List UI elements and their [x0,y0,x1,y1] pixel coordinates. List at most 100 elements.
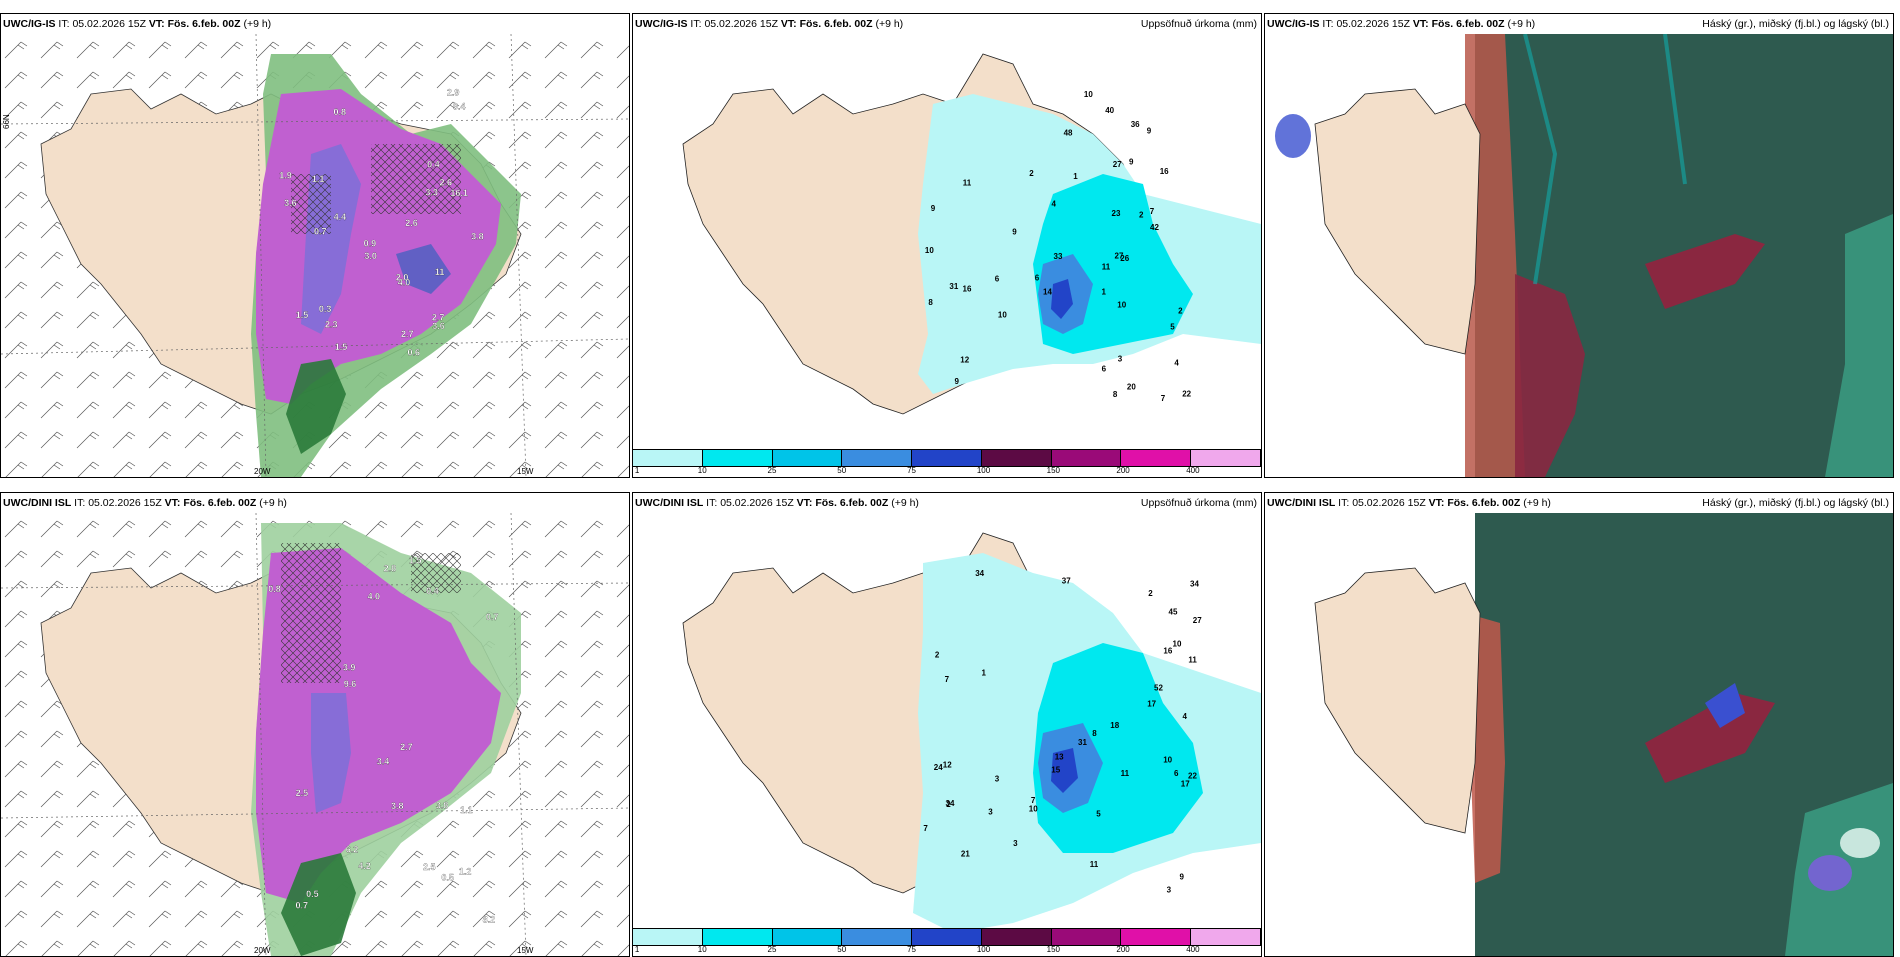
value-label: 4.4 [334,212,347,222]
value-label: 1 [1073,172,1078,181]
value-label: 0.8 [334,107,347,117]
value-label: 3 [1167,886,1172,895]
panel-clouds-igis: UWC/IG-IS IT: 05.02.2026 15Z VT: Fös. 6.… [1264,13,1894,478]
colorbar-tick: 50 [837,466,847,475]
value-label: 0.5 [306,889,319,899]
value-label: 17 [1181,779,1190,788]
value-label: 1.9 [279,171,292,181]
colorbar-tick: 200 [1116,466,1130,475]
value-label: 11 [1188,656,1197,665]
value-label: 4.0 [398,277,411,287]
value-label: 3.0 [364,251,377,261]
value-label: 5 [1096,810,1101,819]
value-label: 4.2 [358,861,371,871]
value-label: 16 [1163,647,1172,656]
value-label: 2.7 [432,313,445,323]
value-label: 3.8 [436,801,449,811]
colorbar: 1 10 25 50 75 100 150 200 400 [633,449,1261,477]
value-label: 2 [935,651,940,660]
value-label: 26 [1120,254,1129,263]
value-label: 2 [1139,211,1144,220]
value-label: 9 [1129,158,1134,167]
value-label: 16 [963,284,972,293]
value-label: 3 [1013,839,1018,848]
value-label: 9 [1180,873,1185,882]
colorbar-swatch [702,929,773,945]
lon-label: 20W [254,467,271,476]
panel-header: UWC/DINI ISL IT: 05.02.2026 15Z VT: Fös.… [3,497,287,509]
value-label: 0.9 [364,238,377,248]
value-label: 10 [1084,90,1093,99]
value-label: 10 [1029,805,1038,814]
panel-clouds-dini: UWC/DINI ISL IT: 05.02.2026 15Z VT: Fös.… [1264,492,1894,957]
value-label: 6 [1035,273,1040,282]
value-label: 34 [975,569,984,578]
value-label: 45 [1169,608,1178,617]
value-label: 4 [1183,712,1188,721]
value-label: 36 [1131,120,1140,129]
lon-label: 20W [254,946,271,955]
value-label: 22 [1188,771,1197,780]
value-label: 1 [982,669,987,678]
value-label: 2.7 [400,742,413,752]
value-label: 10 [1163,755,1172,764]
snow-map: 0.7 1.1 2.7 3.8 4.0 1.5 1.2 0.4 0.5 6.2 8.2 9.6 4.2 2… [1,513,629,956]
value-label: 27 [1113,160,1122,169]
colorbar: 1 10 25 50 75 100 150 200 400 [633,928,1261,956]
value-label: 3.8 [471,232,484,242]
value-label: 42 [1150,223,1159,232]
value-label: 24 [934,763,943,772]
value-label: 10 [925,246,934,255]
colorbar-swatch [633,929,703,945]
value-label: 0.7 [486,612,499,622]
value-label: 27 [1193,616,1202,625]
value-label: 2.3 [325,320,338,330]
cloud-map [1265,34,1893,477]
lat-label: 66N [2,114,11,129]
value-label: 10 [1117,300,1126,309]
value-label: 40 [1105,106,1114,115]
panel-header: UWC/DINI ISL IT: 05.02.2026 15Z VT: Fös.… [1267,497,1889,509]
value-label: 13 [1055,752,1064,761]
value-label: 2.9 [447,87,460,97]
value-label: 3.3 [425,187,438,197]
value-label: 1.1 [312,174,325,184]
value-label: 17 [1147,699,1156,708]
value-label: 0.4 [427,160,440,170]
value-label: 0.7 [314,227,327,237]
value-label: 4 [1052,199,1057,208]
value-label: 6 [995,275,1000,284]
value-label: 23 [1112,209,1121,218]
value-label: 7 [1161,394,1166,403]
panel-snow-dini: UWC/DINI ISL IT: 05.02.2026 15Z VT: Fös.… [0,492,630,957]
colorbar-swatch [772,929,843,945]
colorbar-swatch [1191,450,1261,466]
value-label: 31 [1078,738,1087,747]
value-label: 4 [1174,358,1179,367]
value-label: 9 [955,377,960,386]
panel-header: UWC/IG-IS IT: 05.02.2026 15Z VT: Fös. 6.… [1267,18,1889,30]
value-label: 48 [1064,129,1073,138]
colorbar-swatch [912,929,982,945]
cloud-map [1265,513,1893,956]
value-label: 5 [1170,322,1175,331]
value-label: 12 [960,356,969,365]
colorbar-swatch [842,929,913,945]
value-label: 37 [1062,577,1071,586]
value-label: 1 [1102,288,1107,297]
colorbar-tick: 25 [767,466,777,475]
value-label: 16.1 [450,188,468,198]
colorbar-tick: 150 [1046,466,1060,475]
value-label: 2.8 [384,564,397,574]
value-label: 7 [1031,796,1036,805]
value-label: 11 [1121,769,1130,778]
value-label: 10 [998,311,1007,320]
value-label: 3.6 [432,321,445,331]
value-label: 12 [943,760,952,769]
colorbar-tick: 400 [1186,466,1200,475]
colorbar-tick: 10 [697,466,707,475]
value-label: 18 [1110,721,1119,730]
colorbar-swatch [1121,929,1192,945]
value-label: 31 [949,282,958,291]
value-label: 27 [1115,251,1124,260]
